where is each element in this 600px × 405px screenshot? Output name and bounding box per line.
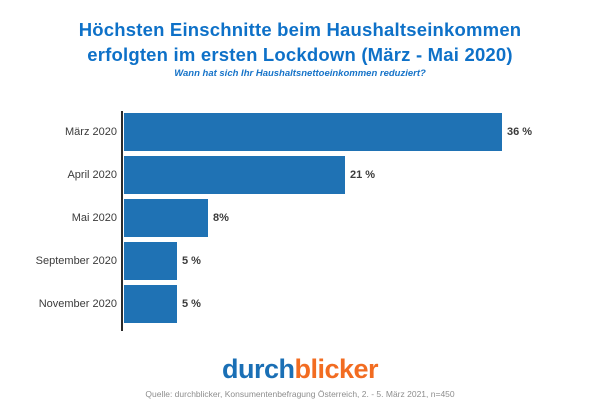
- category-label: Mai 2020: [71, 212, 117, 224]
- value-label: 5 %: [182, 298, 201, 310]
- source-note: Quelle: durchblicker, Konsumentenbefragu…: [145, 389, 455, 399]
- value-label: 21 %: [350, 169, 376, 181]
- bar: [124, 285, 177, 323]
- category-label: April 2020: [67, 169, 117, 181]
- category-label: März 2020: [65, 126, 117, 138]
- logo-part-blicker: blicker: [294, 354, 379, 384]
- chart-title-line2: erfolgten im ersten Lockdown (März - Mai…: [87, 44, 513, 65]
- chart-row: März 2020 36 %: [0, 113, 600, 151]
- chart-title-line1: Höchsten Einschnitte beim Haushaltseinko…: [78, 19, 522, 40]
- logo-part-durch: durch: [221, 354, 295, 384]
- bar: [124, 113, 502, 151]
- chart-row: Mai 2020 8%: [0, 199, 600, 237]
- chart-row: November 2020 5 %: [0, 285, 600, 323]
- chart-row: September 2020 5 %: [0, 242, 600, 280]
- bar-chart: März 2020 36 % April 2020 21 % Mai 2020 8% Sep…: [0, 111, 600, 331]
- bar-chart-rows: März 2020 36 % April 2020 21 % Mai 2020 8% Sep…: [0, 113, 600, 323]
- bar: [124, 156, 345, 194]
- chart-subtitle: Wann hat sich Ihr Haushaltsnettoeinkomme…: [174, 68, 426, 79]
- chart-row: April 2020 21 %: [0, 156, 600, 194]
- value-label: 8%: [213, 212, 229, 224]
- category-label: November 2020: [38, 298, 117, 310]
- value-label: 5 %: [182, 255, 201, 267]
- value-label: 36 %: [507, 126, 533, 138]
- chart-title: Höchsten Einschnitte beim Haushaltseinko…: [0, 17, 600, 67]
- durchblicker-logo: durchblicker: [0, 354, 600, 385]
- bar: [124, 242, 177, 280]
- y-axis-line: [121, 111, 123, 331]
- category-label: September 2020: [35, 255, 117, 267]
- bar: [124, 199, 208, 237]
